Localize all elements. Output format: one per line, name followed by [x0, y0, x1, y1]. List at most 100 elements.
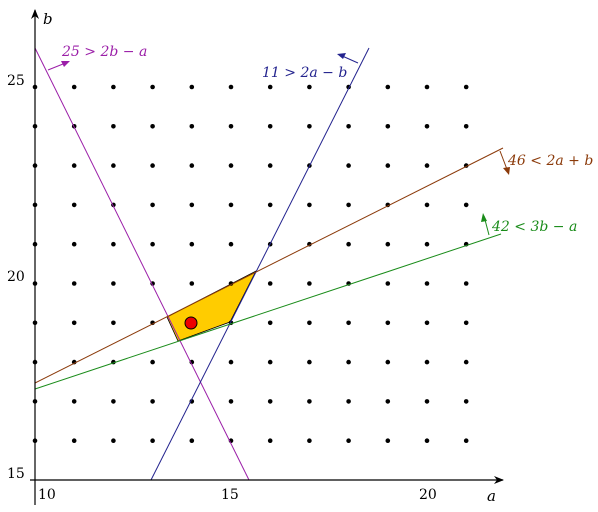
line-purple: [34, 47, 250, 481]
lattice-point: [111, 320, 116, 326]
lattice-point: [385, 241, 391, 247]
lattice-point: [424, 399, 430, 404]
lattice-point: [71, 438, 77, 444]
lattice-point: [307, 84, 312, 90]
lattice-point: [346, 124, 351, 129]
lattice-point: [267, 281, 273, 286]
lattice-point: [228, 359, 234, 365]
lattice-point: [71, 399, 77, 404]
lattice-point: [463, 399, 469, 404]
lattice-point: [307, 320, 312, 326]
lattice-point: [346, 399, 351, 404]
lattice-point: [150, 320, 155, 326]
lattice-point: [424, 438, 430, 444]
arrow-brown: [499, 150, 510, 175]
lattice-point: [346, 438, 351, 444]
lattice-point: [228, 163, 234, 168]
lattice-point: [228, 202, 234, 208]
lattice-point: [267, 202, 273, 208]
lattice-point: [267, 124, 273, 129]
lattice-point: [267, 359, 273, 365]
lattice-point: [150, 438, 155, 444]
y-tick-label: 25: [7, 73, 25, 89]
y-tick-label: 15: [7, 466, 25, 482]
lattice-point: [150, 241, 155, 247]
lattice-point: [463, 84, 469, 90]
lattice-point: [111, 124, 116, 129]
lattice-point: [267, 84, 273, 90]
lattice-point: [189, 124, 195, 129]
lattice-point: [267, 399, 273, 404]
lattice-point: [228, 399, 234, 404]
lattice-point: [307, 438, 312, 444]
lattice-point: [424, 163, 430, 168]
lattice-point: [189, 241, 195, 247]
lattice-point: [267, 438, 273, 444]
lattice-point: [424, 320, 430, 326]
lattice-point: [385, 438, 391, 444]
line-green: [34, 233, 502, 390]
lattice-point: [346, 163, 351, 168]
x-axis-name: a: [487, 487, 496, 505]
lattice-point: [424, 241, 430, 247]
x-tick-label: 20: [419, 487, 437, 503]
lattice-point: [424, 202, 430, 208]
lattice-point: [71, 320, 77, 326]
lattice-point: [228, 124, 234, 129]
lattice-point: [385, 163, 391, 168]
lattice-point: [385, 399, 391, 404]
lattice-point: [463, 359, 469, 365]
lattice-point: [307, 124, 312, 129]
x-tick-label: 15: [221, 487, 239, 503]
lattice-point: [346, 320, 351, 326]
lattice-point: [346, 359, 351, 365]
lattice-point: [424, 84, 430, 90]
arrow-purple: [47, 61, 70, 71]
lattice-point: [189, 281, 195, 286]
arrow-blue: [337, 53, 359, 64]
lattice-point: [111, 399, 116, 404]
lattice-point: [111, 241, 116, 247]
lattice-point: [346, 241, 351, 247]
label-purple-inequality: 25 > 2b − a: [61, 44, 147, 60]
lattice-point: [71, 84, 77, 90]
label-blue-inequality: 11 > 2a − b: [262, 65, 347, 81]
line-blue: [150, 47, 370, 481]
arrow-green: [481, 213, 490, 236]
lattice-point: [189, 438, 195, 444]
lattice-point: [189, 163, 195, 168]
highlight-point: [184, 316, 198, 330]
y-tick-label: 20: [7, 269, 25, 285]
label-green-inequality: 42 < 3b − a: [491, 219, 577, 235]
lattice-point: [463, 320, 469, 326]
lattice-point: [189, 84, 195, 90]
lattice-point: [150, 399, 155, 404]
lattice-point: [385, 124, 391, 129]
lattice-point: [385, 281, 391, 286]
lattice-point: [346, 202, 351, 208]
lattice-point: [228, 241, 234, 247]
lattice-point: [463, 438, 469, 444]
lattice-point: [307, 399, 312, 404]
lattice-point: [189, 202, 195, 208]
lattice-point: [111, 438, 116, 444]
lattice-point: [385, 84, 391, 90]
lattice-point: [267, 320, 273, 326]
lattice-point: [463, 202, 469, 208]
lattice-point: [71, 202, 77, 208]
lattice-point: [189, 399, 195, 404]
lattice-point: [307, 202, 312, 208]
lattice-point: [71, 281, 77, 286]
lattice-point: [385, 320, 391, 326]
lattice-point: [71, 241, 77, 247]
lattice-point: [111, 84, 116, 90]
lattice-point: [150, 124, 155, 129]
line-brown: [34, 147, 504, 384]
lattice-point: [307, 359, 312, 365]
lattice-point: [150, 359, 155, 365]
label-brown-inequality: 46 < 2a + b: [507, 153, 593, 169]
lattice-point: [150, 202, 155, 208]
lattice-point: [385, 359, 391, 365]
lattice-point: [111, 163, 116, 168]
x-tick-label: 10: [38, 487, 56, 503]
